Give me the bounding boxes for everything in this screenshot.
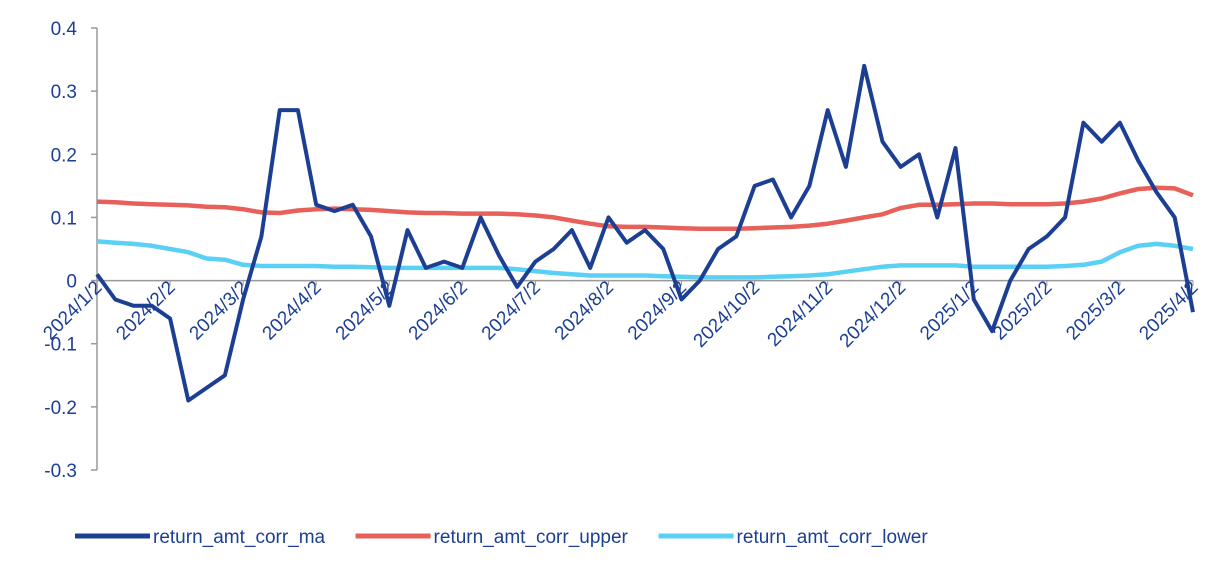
- x-tick-label: 2024/9/2: [624, 277, 691, 344]
- series-line: [95, 63, 1195, 403]
- y-tick-label: 0.3: [51, 82, 77, 103]
- y-tick-label: -0.1: [44, 335, 77, 356]
- x-tick-label: 2024/7/2: [478, 277, 545, 344]
- legend-label: return_amt_corr_lower: [737, 527, 929, 548]
- legend-label: return_amt_corr_ma: [153, 527, 326, 548]
- series-line: [96, 239, 1194, 280]
- legend-label: return_amt_corr_upper: [434, 527, 629, 548]
- x-tick-label: 2025/3/2: [1062, 277, 1129, 344]
- x-tick-label: 2024/8/2: [551, 277, 618, 344]
- x-tick-label: 2024/6/2: [405, 277, 472, 344]
- y-tick-label: 0.4: [51, 19, 78, 40]
- series-line: [96, 185, 1194, 232]
- x-tick-label: 2024/4/2: [259, 277, 326, 344]
- x-tick-label: 2024/3/2: [186, 277, 253, 344]
- y-tick-label: 0: [66, 272, 77, 293]
- y-tick-label: -0.2: [44, 398, 77, 419]
- x-tick-label: 2024/5/2: [332, 277, 399, 344]
- x-tick-label: 2024/2/2: [112, 277, 179, 344]
- x-tick-label: 2024/10/2: [690, 277, 765, 352]
- y-tick-label: -0.3: [44, 461, 77, 482]
- y-tick-label: 0.2: [51, 145, 77, 166]
- x-tick-label: 2025/1/2: [916, 277, 983, 344]
- y-tick-label: 0.1: [51, 208, 77, 229]
- x-tick-label: 2024/12/2: [836, 277, 911, 352]
- x-tick-label: 2024/11/2: [764, 277, 838, 351]
